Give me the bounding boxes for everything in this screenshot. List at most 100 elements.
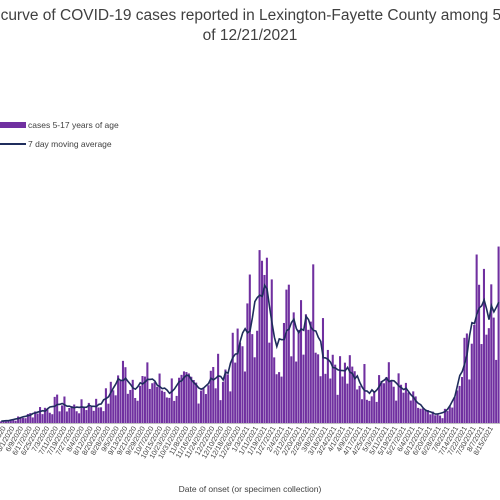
case-bar xyxy=(392,386,395,423)
moving-average-line xyxy=(1,283,500,422)
chart-title-line2: of 12/21/2021 xyxy=(202,27,298,44)
case-bar xyxy=(214,388,217,423)
case-bar xyxy=(4,421,7,423)
case-bar xyxy=(417,407,420,423)
case-bar xyxy=(453,397,456,423)
case-bar xyxy=(295,361,298,423)
case-bar xyxy=(378,375,381,423)
case-bar xyxy=(317,354,320,423)
case-bar xyxy=(97,407,100,423)
case-bar xyxy=(34,411,37,423)
bar-series xyxy=(0,246,500,423)
case-bar xyxy=(287,284,290,423)
case-bar xyxy=(346,383,349,423)
case-bar xyxy=(143,376,146,423)
case-bar xyxy=(209,370,212,423)
case-bar xyxy=(497,246,500,423)
case-bar xyxy=(190,376,193,423)
case-bar xyxy=(207,385,210,423)
case-bar xyxy=(431,411,434,423)
case-bar xyxy=(321,318,325,423)
case-bar xyxy=(382,383,385,423)
case-bar xyxy=(424,410,427,423)
case-bar xyxy=(160,390,164,423)
case-bar xyxy=(229,391,232,423)
case-bar xyxy=(285,289,288,423)
case-bar xyxy=(465,333,468,423)
case-bar xyxy=(173,400,176,423)
case-bar xyxy=(243,371,246,423)
case-bar xyxy=(495,359,498,423)
case-bar xyxy=(421,408,425,423)
case-bar xyxy=(236,328,239,423)
case-bar xyxy=(124,367,127,423)
case-bar xyxy=(192,380,195,423)
case-bar xyxy=(331,354,334,423)
case-bar xyxy=(380,381,383,423)
x-axis-tick-labels: 5/24/20206/1/20206/9/20206/17/20206/25/2… xyxy=(0,424,495,460)
case-bar xyxy=(90,406,93,423)
legend: cases 5-17 years of age 7 day moving ave… xyxy=(0,110,170,154)
case-bar xyxy=(165,397,168,423)
case-bar xyxy=(324,373,327,423)
case-bar xyxy=(370,396,373,423)
case-bar xyxy=(312,264,315,423)
case-bar xyxy=(112,390,115,423)
case-bar xyxy=(351,366,354,423)
case-bar xyxy=(275,374,278,423)
case-bar xyxy=(17,416,20,423)
case-bar xyxy=(119,380,122,423)
case-bar xyxy=(19,417,22,423)
case-bar xyxy=(221,381,225,423)
case-bar xyxy=(39,407,42,423)
case-bar xyxy=(343,362,346,423)
case-bar xyxy=(170,378,173,423)
case-bar xyxy=(212,366,215,423)
case-bar xyxy=(46,408,49,423)
case-bar xyxy=(468,379,471,423)
case-bar xyxy=(41,414,44,423)
case-bar xyxy=(458,385,461,423)
case-bar xyxy=(278,372,281,423)
case-bar xyxy=(87,402,90,423)
case-bar xyxy=(9,420,12,423)
case-bar xyxy=(263,274,266,423)
case-bar xyxy=(419,408,422,423)
case-bar xyxy=(100,407,103,423)
case-bar xyxy=(268,342,271,423)
case-bar xyxy=(348,355,351,423)
case-bar xyxy=(60,405,64,423)
case-bar xyxy=(280,376,283,423)
legend-line-swatch xyxy=(0,143,26,145)
case-bar xyxy=(117,375,120,423)
case-bar xyxy=(387,362,390,423)
case-bar xyxy=(73,404,76,423)
case-bar xyxy=(200,390,203,423)
case-bar xyxy=(368,400,371,423)
case-bar xyxy=(492,317,495,423)
case-bar xyxy=(273,357,276,423)
case-bar xyxy=(151,383,154,423)
case-bar xyxy=(478,284,481,423)
case-bar xyxy=(436,413,439,423)
case-bar xyxy=(473,324,476,423)
case-bar xyxy=(341,376,344,423)
case-bar xyxy=(141,376,144,423)
case-bar xyxy=(260,260,264,423)
case-bar xyxy=(7,420,10,423)
case-bar xyxy=(358,385,361,423)
case-bar xyxy=(353,371,356,423)
case-bar xyxy=(302,354,305,423)
case-bar xyxy=(180,374,183,423)
legend-entry-line: 7 day moving average xyxy=(0,137,112,151)
case-bar xyxy=(385,377,388,423)
case-bar xyxy=(121,360,125,423)
case-bar xyxy=(195,382,198,423)
case-bar xyxy=(82,407,85,423)
case-bar xyxy=(270,279,273,423)
case-bar xyxy=(217,353,220,423)
case-bar xyxy=(134,397,137,423)
case-bar xyxy=(114,395,117,423)
case-bar xyxy=(102,411,105,423)
